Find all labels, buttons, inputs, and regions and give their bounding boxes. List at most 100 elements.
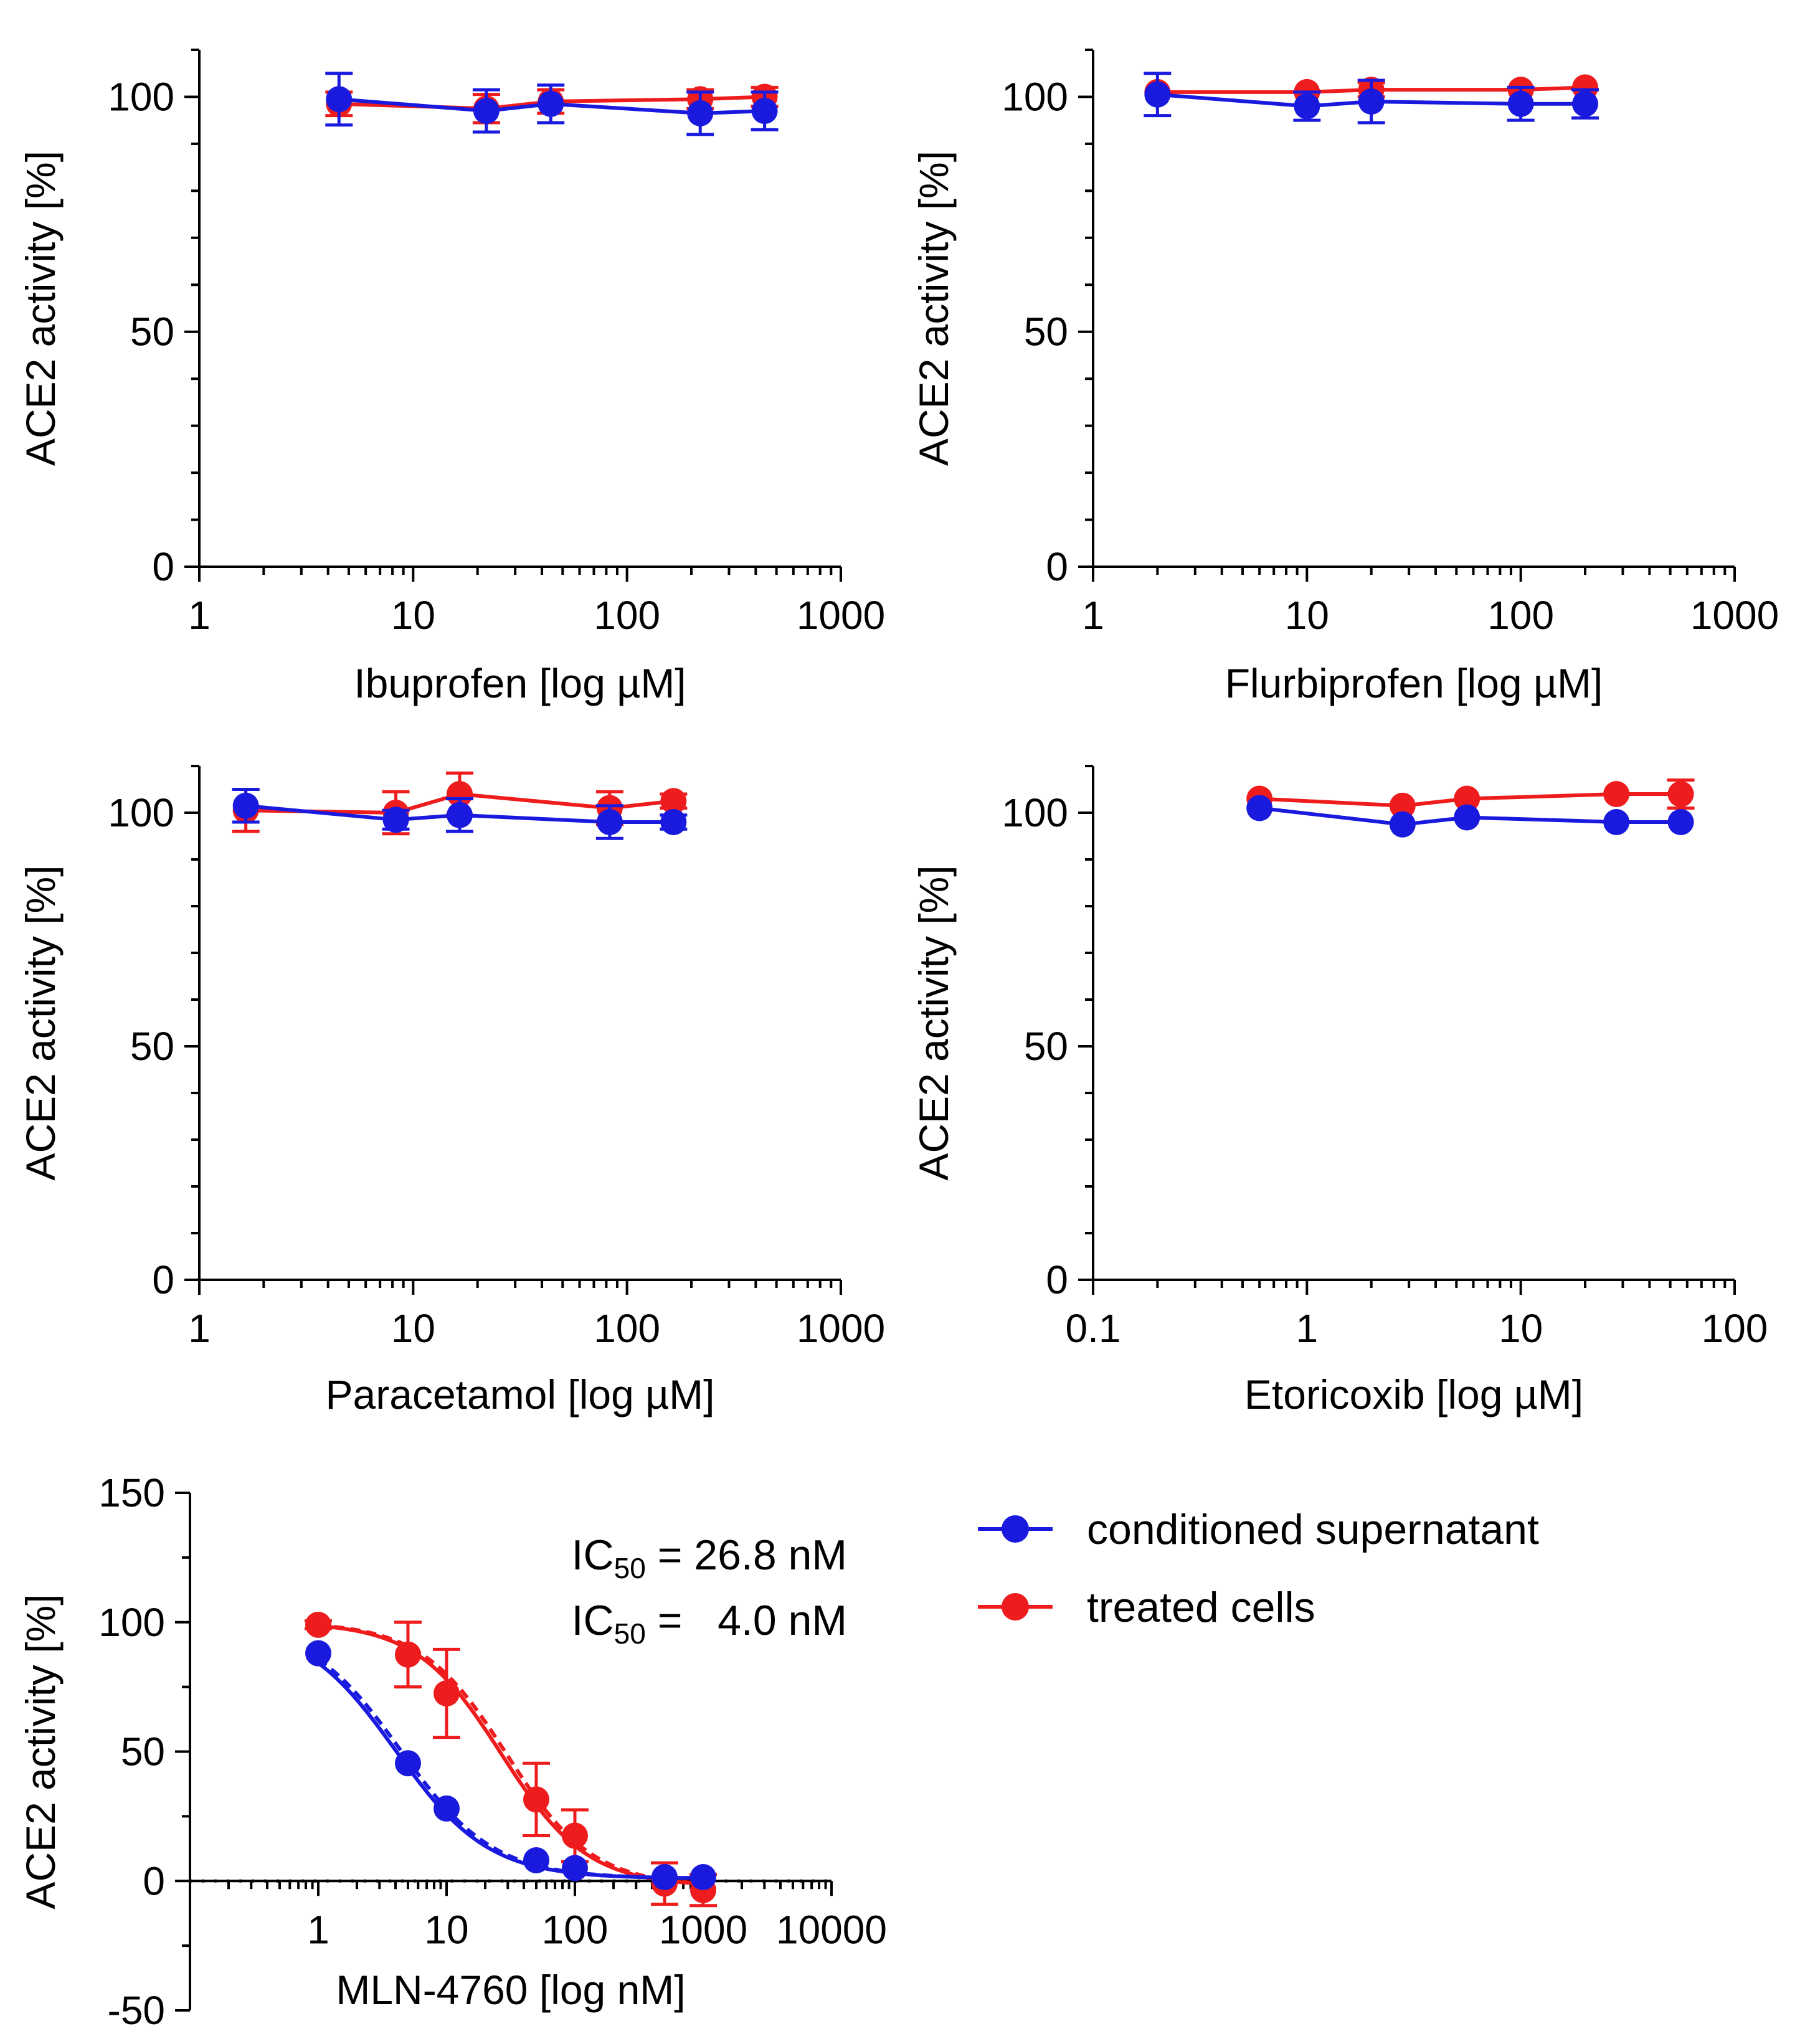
legend: conditioned supernatant treated cells	[978, 1506, 1539, 1631]
ic50-prefix: IC	[572, 1531, 614, 1579]
data-point-conditioned-supernatant	[433, 1795, 460, 1822]
data-point-treated-cells	[562, 1822, 588, 1849]
ic50-subscript: 50	[614, 1617, 646, 1650]
data-point-conditioned-supernatant	[596, 809, 623, 835]
x-tick-label: 100	[542, 1907, 609, 1952]
y-tick-label: 0	[152, 1257, 174, 1302]
data-point-conditioned-supernatant	[326, 86, 353, 113]
data-point-conditioned-supernatant	[660, 809, 687, 835]
data-point-conditioned-supernatant	[1246, 795, 1273, 821]
y-tick-label: 0	[1046, 1257, 1068, 1302]
y-tick-label: 100	[108, 790, 174, 835]
x-axis-title: MLN-4760 [log nM]	[336, 1967, 685, 2013]
data-point-conditioned-supernatant	[1667, 809, 1694, 835]
y-tick-label: 100	[1002, 74, 1068, 119]
y-tick-label: 50	[121, 1729, 165, 1774]
x-tick-label: 1	[307, 1907, 329, 1952]
y-tick-label: 0	[152, 544, 174, 589]
x-tick-label: 10	[424, 1907, 468, 1952]
chart-etoricoxib: 0 50 100 0.1 1 10 100 Etoricoxib [log µM] ACE2 a…	[911, 765, 1768, 1417]
x-tick-label: 100	[594, 1306, 660, 1351]
data-point-conditioned-supernatant	[232, 792, 259, 819]
y-axis-title: ACE2 activity [%]	[17, 865, 64, 1180]
data-point-conditioned-supernatant	[1507, 90, 1534, 117]
legend-item-conditioned-supernatant: conditioned supernatant	[978, 1506, 1539, 1553]
x-tick-label: 1	[1082, 593, 1104, 638]
y-tick-label: 50	[1024, 310, 1068, 354]
chart-mln-4760: IC50 = 26.8 nM IC50 = 4.0 nM -5005010015…	[17, 1470, 887, 2033]
x-tick-label: 10	[391, 1306, 435, 1351]
data-point-conditioned-supernatant	[305, 1640, 331, 1667]
x-tick-label: 10	[1285, 593, 1329, 638]
legend-item-treated-cells: treated cells	[978, 1584, 1315, 1631]
x-tick-label: 100	[1702, 1306, 1768, 1351]
ic50-value: = 26.8 nM	[646, 1531, 847, 1579]
data-point-conditioned-supernatant	[394, 1750, 421, 1777]
data-point-conditioned-supernatant	[1603, 809, 1630, 835]
ic50-subscript: 50	[614, 1552, 646, 1584]
y-tick-label: 50	[1024, 1024, 1068, 1069]
data-point-treated-cells	[1389, 792, 1416, 819]
y-axis-title: ACE2 activity [%]	[911, 865, 957, 1180]
chart-flurbiprofen: 0 50 100 1 10 100 1000 Flurbiprofen [log µM] ACE…	[911, 49, 1779, 706]
data-point-treated-cells	[447, 781, 473, 807]
data-point-conditioned-supernatant	[538, 90, 564, 117]
data-point-treated-cells	[394, 1641, 421, 1668]
x-tick-label: 1000	[797, 593, 885, 638]
ic50-prefix: IC	[572, 1597, 614, 1644]
x-tick-label: 1000	[659, 1907, 747, 1952]
data-point-conditioned-supernatant	[687, 100, 714, 126]
data-point-conditioned-supernatant	[447, 802, 473, 828]
x-tick-label: 10	[1499, 1306, 1543, 1351]
y-tick-label: 100	[1002, 790, 1068, 835]
data-point-treated-cells	[1454, 785, 1480, 812]
x-tick-label: 1	[188, 1306, 211, 1351]
data-point-treated-cells	[660, 788, 687, 815]
chart-ibuprofen: 0 50 100 1 10 100 1000 Ibuprofen [log µM] ACE2 a…	[17, 49, 885, 706]
y-tick-label: 100	[98, 1600, 165, 1645]
x-axis-title: Paracetamol [log µM]	[326, 1371, 715, 1417]
y-axis-title: ACE2 activity [%]	[911, 151, 957, 466]
x-tick-label: 1	[188, 593, 211, 638]
data-point-conditioned-supernatant	[1572, 90, 1599, 117]
x-tick-label: 1	[1296, 1306, 1319, 1351]
fit-curve-dashed-treated-cells	[318, 1623, 704, 1886]
ic50-annotation-conditioned-supernatant: IC50 = 4.0 nM	[572, 1597, 847, 1650]
data-point-treated-cells	[1667, 781, 1694, 807]
data-point-treated-cells	[433, 1680, 460, 1707]
chart-paracetamol: 0 50 100 1 10 100 1000 Paracetamol [log µM] ACE2…	[17, 765, 885, 1417]
y-tick-label: -50	[108, 1988, 166, 2033]
y-axis-title: ACE2 activity [%]	[17, 1594, 64, 1909]
data-point-conditioned-supernatant	[562, 1855, 588, 1881]
ic50-value: = 4.0 nM	[646, 1597, 847, 1644]
y-tick-label: 0	[143, 1858, 165, 1903]
y-tick-label: 0	[1046, 544, 1068, 589]
x-tick-label: 100	[1487, 593, 1554, 638]
data-point-conditioned-supernatant	[651, 1864, 678, 1891]
data-point-conditioned-supernatant	[1294, 93, 1320, 120]
data-point-conditioned-supernatant	[751, 98, 778, 125]
x-tick-label: 0.1	[1066, 1306, 1121, 1351]
data-point-conditioned-supernatant	[382, 807, 409, 833]
data-point-treated-cells	[523, 1786, 549, 1813]
y-tick-label: 50	[130, 1024, 174, 1069]
data-point-conditioned-supernatant	[1358, 88, 1385, 115]
data-point-conditioned-supernatant	[1144, 81, 1171, 108]
x-tick-label: 100	[594, 593, 660, 638]
legend-marker-conditioned-supernatant	[1002, 1515, 1029, 1543]
x-tick-label: 10000	[776, 1907, 887, 1952]
legend-label-conditioned-supernatant: conditioned supernatant	[1087, 1506, 1539, 1553]
x-tick-label: 1000	[1690, 593, 1779, 638]
x-axis-title: Ibuprofen [log µM]	[354, 660, 686, 706]
legend-label-treated-cells: treated cells	[1087, 1584, 1315, 1631]
data-point-conditioned-supernatant	[690, 1864, 716, 1891]
y-axis-title: ACE2 activity [%]	[17, 151, 64, 466]
data-point-conditioned-supernatant	[523, 1847, 549, 1874]
ic50-annotation-treated-cells: IC50 = 26.8 nM	[572, 1531, 847, 1584]
fit-curve-dashed-conditioned-supernatant	[317, 1657, 704, 1880]
x-tick-label: 10	[391, 593, 435, 638]
data-point-treated-cells	[305, 1611, 331, 1638]
y-tick-label: 50	[130, 310, 174, 354]
data-point-conditioned-supernatant	[1454, 804, 1480, 831]
